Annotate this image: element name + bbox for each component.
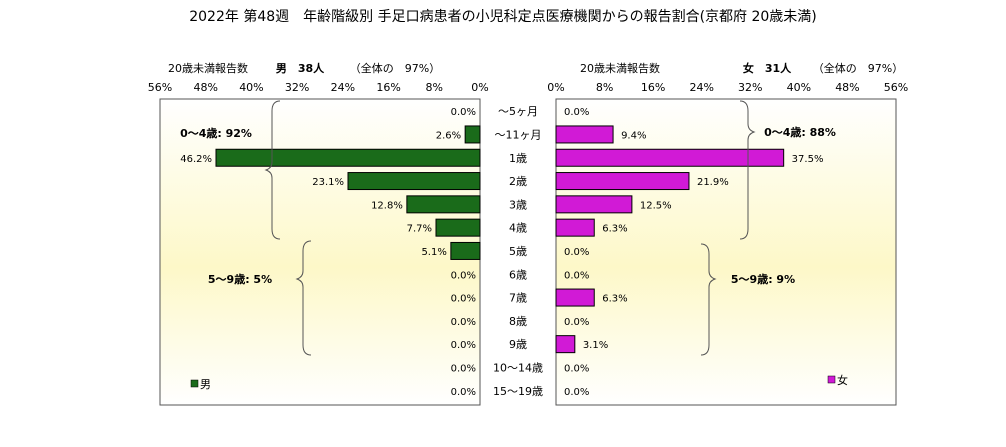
female-value-label: 0.0% — [564, 107, 589, 118]
male-bar — [464, 125, 481, 144]
female-group-label-0-4: 0～4歳: 88% — [764, 125, 836, 139]
male-value-label: 0.0% — [451, 387, 476, 398]
female-bar — [555, 288, 595, 307]
category-label: 9歳 — [509, 338, 527, 351]
female-value-label: 0.0% — [564, 387, 589, 398]
male-group-label-0-4: 0～4歳: 92% — [180, 126, 252, 140]
male-value-label: 0.0% — [451, 107, 476, 118]
male-header-note: （全体の 97%） — [350, 61, 440, 75]
male-legend-swatch — [190, 379, 199, 388]
female-tick-label: 40% — [787, 81, 811, 94]
male-tick-label: 8% — [426, 81, 443, 94]
male-header-label: 20歳未満報告数 — [168, 62, 248, 75]
male-group-label-5-9: 5～9歳: 5% — [208, 272, 272, 286]
female-value-label: 6.3% — [602, 224, 627, 235]
female-tick-label: 0% — [547, 81, 564, 94]
male-value-label: 2.6% — [436, 130, 461, 141]
male-bar — [347, 172, 481, 191]
male-bar — [435, 218, 481, 237]
male-header-title: 男 38人 — [276, 61, 325, 75]
male-value-labels: 0.0% 2.6% 46.2% 23.1% 12.8% 7.7% 5.1% 0.0% 0.0% 0… — [180, 107, 476, 398]
male-legend-label: 男 — [200, 378, 211, 391]
category-label: ～5ヶ月 — [498, 105, 538, 118]
female-value-label: 12.5% — [640, 200, 672, 211]
female-value-label: 9.4% — [621, 130, 646, 141]
category-label: 10～14歳 — [493, 361, 543, 374]
female-bar — [555, 148, 785, 167]
male-value-label: 0.0% — [451, 294, 476, 305]
female-tick-label: 56% — [884, 81, 908, 94]
female-value-label: 37.5% — [792, 154, 824, 165]
female-axis-ticks: 0% 8% 16% 24% 32% 40% 48% 56% — [547, 81, 908, 94]
male-tick-label: 0% — [471, 81, 488, 94]
female-tick-label: 32% — [738, 81, 762, 94]
male-value-label: 12.8% — [371, 200, 403, 211]
female-header-label: 20歳未満報告数 — [580, 62, 660, 75]
category-label: 3歳 — [509, 198, 527, 211]
female-value-label: 21.9% — [697, 177, 729, 188]
female-bar — [555, 195, 633, 214]
category-labels: ～5ヶ月 ～11ヶ月 1歳 2歳 3歳 4歳 5歳 6歳 7歳 8歳 9歳 10～14歳 15～19歳 — [493, 105, 543, 398]
male-value-label: 0.0% — [451, 270, 476, 281]
male-bars — [215, 125, 481, 260]
male-value-label: 5.1% — [421, 247, 446, 258]
female-value-label: 0.0% — [564, 363, 589, 374]
female-value-label: 6.3% — [602, 294, 627, 305]
category-label: 15～19歳 — [493, 385, 543, 398]
male-tick-label: 56% — [148, 81, 172, 94]
female-value-label: 0.0% — [564, 270, 589, 281]
category-label: ～11ヶ月 — [495, 128, 542, 141]
male-value-label: 46.2% — [180, 154, 212, 165]
male-tick-label: 24% — [331, 81, 355, 94]
female-tick-label: 24% — [689, 81, 713, 94]
male-value-label: 7.7% — [407, 224, 432, 235]
male-value-label: 0.0% — [451, 317, 476, 328]
female-bar — [555, 172, 690, 191]
chart-title: 2022年 第48週 年齢階級別 手足口病患者の小児科定点医療機関からの報告割合… — [189, 8, 817, 25]
category-label: 8歳 — [509, 315, 527, 328]
female-plot-area — [555, 98, 897, 406]
category-label: 2歳 — [509, 175, 527, 188]
female-bar — [555, 335, 576, 354]
female-legend-swatch — [827, 375, 836, 384]
male-value-label: 23.1% — [312, 177, 344, 188]
female-group-label-5-9: 5～9歳: 9% — [731, 272, 795, 286]
female-tick-label: 48% — [835, 81, 859, 94]
female-tick-label: 8% — [596, 81, 613, 94]
female-tick-label: 16% — [641, 81, 665, 94]
female-bar — [555, 218, 595, 237]
male-tick-label: 16% — [376, 81, 400, 94]
category-label: 6歳 — [509, 268, 527, 281]
male-brace-0-4 — [264, 100, 281, 240]
female-value-label: 0.0% — [564, 317, 589, 328]
male-tick-label: 40% — [239, 81, 263, 94]
female-brace-0-4 — [739, 100, 756, 240]
female-legend-label: 女 — [837, 373, 848, 387]
male-tick-label: 48% — [193, 81, 217, 94]
category-label: 4歳 — [509, 222, 527, 235]
male-brace-5-9 — [295, 240, 312, 356]
male-bar — [450, 241, 481, 260]
female-brace-5-9 — [700, 243, 717, 356]
female-bar — [555, 125, 614, 144]
male-value-label: 0.0% — [451, 363, 476, 374]
female-value-label: 3.1% — [583, 340, 608, 351]
female-header-note: （全体の 97%） — [813, 61, 903, 75]
female-value-label: 0.0% — [564, 247, 589, 258]
male-tick-label: 32% — [285, 81, 309, 94]
category-label: 1歳 — [509, 152, 527, 165]
category-label: 5歳 — [509, 245, 527, 258]
male-axis-ticks: 0% 8% 16% 24% 32% 40% 48% 56% — [148, 81, 489, 94]
male-bar — [215, 148, 481, 167]
male-value-label: 0.0% — [451, 340, 476, 351]
female-value-labels: 0.0% 9.4% 37.5% 21.9% 12.5% 6.3% 0.0% 0.0% 6.3% 0… — [564, 107, 823, 398]
category-label: 7歳 — [509, 292, 527, 305]
male-bar — [406, 195, 481, 214]
female-header-title: 女 31人 — [743, 61, 792, 75]
female-bars — [555, 125, 785, 354]
